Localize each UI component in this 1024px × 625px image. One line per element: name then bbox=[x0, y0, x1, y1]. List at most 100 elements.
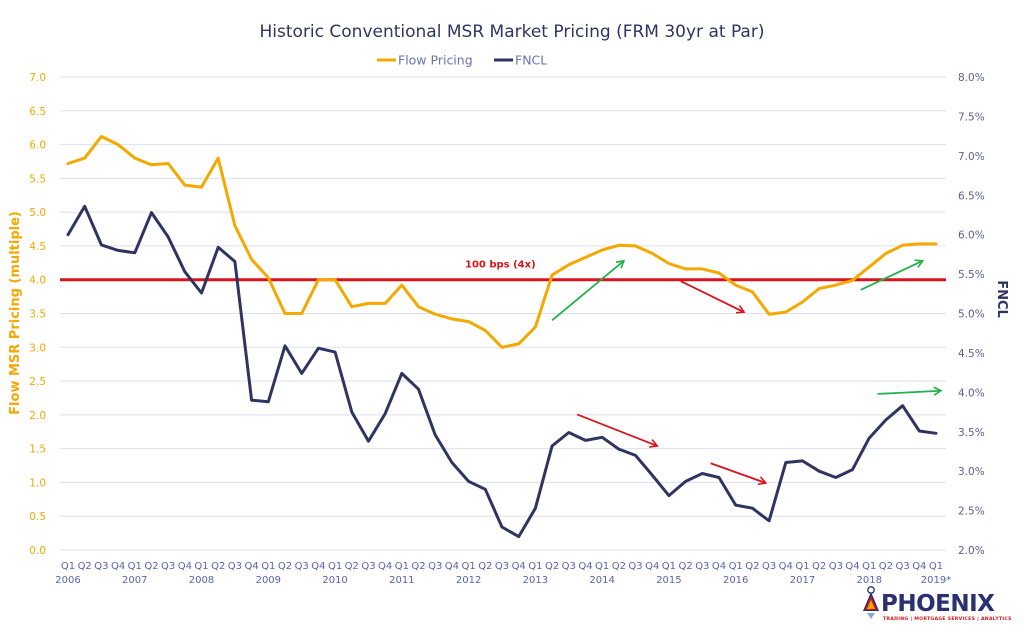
x-tick-year-label: 2010 bbox=[322, 575, 347, 586]
x-tick-quarter-label: Q4 bbox=[445, 561, 459, 572]
trend-arrow-up-green bbox=[860, 259, 925, 291]
logo-tagline: TRADING | MORTGAGE SERVICES | ANALYTICS bbox=[883, 616, 1012, 622]
x-tick-quarter-label: Q2 bbox=[612, 561, 626, 572]
x-tick-quarter-label: Q3 bbox=[428, 561, 442, 572]
series-line-fncl bbox=[66, 204, 938, 539]
x-tick-year-label: 2008 bbox=[189, 575, 214, 586]
y-tick-right-label: 5.0% bbox=[958, 309, 985, 321]
y-tick-left-label: 5.5 bbox=[29, 173, 46, 185]
y-tick-left-label: 2.0 bbox=[29, 410, 46, 422]
y-tick-left-label: 6.5 bbox=[29, 106, 46, 118]
x-tick-quarter-label: Q1 bbox=[729, 561, 743, 572]
x-tick-quarter-label: Q3 bbox=[762, 561, 776, 572]
y-tick-right-label: 4.0% bbox=[958, 387, 985, 399]
trend-arrow-up-green bbox=[551, 259, 626, 321]
x-tick-quarter-label: Q4 bbox=[578, 561, 592, 572]
x-tick-year-label: 2009 bbox=[256, 575, 281, 586]
y-tick-right-label: 3.5% bbox=[958, 427, 985, 439]
y-tick-left-label: 1.5 bbox=[29, 444, 46, 456]
x-tick-year-label: 2015 bbox=[656, 575, 681, 586]
y-tick-left-label: 3.5 bbox=[29, 309, 46, 321]
y-axis-left-ticks: 0.0 0.5 1.0 1.5 2.0 2.5 3.0 3.5 4.0 4.5 5.0 5.5 6.0 6… bbox=[29, 72, 46, 557]
y-tick-right-label: 7.0% bbox=[958, 151, 985, 163]
x-tick-quarter-label: Q2 bbox=[278, 561, 292, 572]
y-axis-right-ticks: 2.0% 2.5% 3.0% 3.5% 4.0% 4.5% 5.0% 5.5% 6.0% 6.5%… bbox=[958, 72, 985, 557]
phoenix-flame-icon bbox=[863, 586, 879, 619]
y-axis-right-label: FNCL bbox=[994, 280, 1009, 318]
x-tick-quarter-label: Q1 bbox=[929, 561, 943, 572]
y-tick-right-label: 3.0% bbox=[958, 466, 985, 478]
x-tick-quarter-label: Q4 bbox=[244, 561, 258, 572]
x-tick-quarter-label: Q1 bbox=[862, 561, 876, 572]
x-tick-quarter-label: Q1 bbox=[261, 561, 275, 572]
x-tick-quarter-label: Q2 bbox=[211, 561, 225, 572]
x-tick-quarter-label: Q4 bbox=[712, 561, 726, 572]
y-tick-left-label: 5.0 bbox=[29, 207, 46, 219]
x-tick-quarter-label: Q4 bbox=[512, 561, 526, 572]
x-tick-quarter-label: Q2 bbox=[411, 561, 425, 572]
legend: Flow Pricing FNCL bbox=[377, 53, 547, 68]
x-tick-quarter-label: Q1 bbox=[595, 561, 609, 572]
x-tick-quarter-label: Q1 bbox=[328, 561, 342, 572]
y-tick-left-label: 7.0 bbox=[29, 72, 46, 84]
x-tick-year-label: 2016 bbox=[723, 575, 748, 586]
x-tick-quarter-label: Q2 bbox=[478, 561, 492, 572]
x-tick-quarter-label: Q4 bbox=[111, 561, 125, 572]
legend-label-flow-pricing: Flow Pricing bbox=[398, 53, 473, 68]
y-tick-right-label: 2.0% bbox=[958, 545, 985, 557]
y-tick-left-label: 0.5 bbox=[29, 511, 46, 523]
x-tick-quarter-label: Q3 bbox=[829, 561, 843, 572]
legend-item-fncl[interactable]: FNCL bbox=[494, 53, 547, 68]
x-tick-quarter-label: Q3 bbox=[228, 561, 242, 572]
gridlines bbox=[60, 76, 946, 551]
x-tick-quarter-label: Q2 bbox=[879, 561, 893, 572]
chart-title: Historic Conventional MSR Market Pricing… bbox=[260, 22, 765, 42]
x-tick-year-label: 2007 bbox=[122, 575, 147, 586]
y-tick-left-label: 1.0 bbox=[29, 477, 46, 489]
x-tick-quarter-label: Q4 bbox=[912, 561, 926, 572]
series-line-flow-pricing bbox=[66, 135, 938, 349]
trend-arrow-down-red bbox=[576, 413, 659, 448]
x-tick-quarter-label: Q4 bbox=[779, 561, 793, 572]
x-tick-quarter-label: Q4 bbox=[178, 561, 192, 572]
y-tick-right-label: 4.5% bbox=[958, 348, 985, 360]
trend-arrow-down-red bbox=[680, 280, 746, 314]
x-tick-quarter-label: Q3 bbox=[495, 561, 509, 572]
y-axis-left-label: Flow MSR Pricing (multiple) bbox=[8, 211, 23, 415]
y-tick-right-label: 6.5% bbox=[958, 190, 985, 202]
x-tick-quarter-label: Q3 bbox=[161, 561, 175, 572]
trend-arrow-down-red bbox=[710, 462, 768, 486]
x-tick-quarter-label: Q4 bbox=[378, 561, 392, 572]
x-tick-quarter-label: Q1 bbox=[395, 561, 409, 572]
y-tick-right-label: 6.0% bbox=[958, 230, 985, 242]
x-tick-quarter-label: Q4 bbox=[311, 561, 325, 572]
y-tick-right-label: 5.5% bbox=[958, 269, 985, 281]
x-tick-quarter-label: Q3 bbox=[695, 561, 709, 572]
x-tick-quarter-label: Q3 bbox=[628, 561, 642, 572]
x-tick-quarter-label: Q1 bbox=[61, 561, 75, 572]
x-tick-year-label: 2014 bbox=[589, 575, 614, 586]
y-tick-left-label: 2.5 bbox=[29, 376, 46, 388]
x-tick-quarter-label: Q2 bbox=[144, 561, 158, 572]
y-tick-left-label: 6.0 bbox=[29, 140, 46, 152]
x-tick-year-label: 2017 bbox=[790, 575, 815, 586]
x-tick-quarter-label: Q1 bbox=[194, 561, 208, 572]
x-tick-quarter-label: Q2 bbox=[78, 561, 92, 572]
legend-label-fncl: FNCL bbox=[515, 53, 547, 68]
x-tick-quarter-label: Q3 bbox=[895, 561, 909, 572]
x-tick-quarter-label: Q3 bbox=[361, 561, 375, 572]
trend-arrow-up-green bbox=[877, 386, 943, 396]
series-group bbox=[66, 135, 938, 539]
x-tick-quarter-label: Q2 bbox=[545, 561, 559, 572]
y-tick-right-label: 2.5% bbox=[958, 506, 985, 518]
phoenix-logo: PHOENIX TRADING | MORTGAGE SERVICES | AN… bbox=[863, 586, 1012, 622]
x-tick-quarter-label: Q2 bbox=[745, 561, 759, 572]
x-tick-year-label: 2011 bbox=[389, 575, 414, 586]
legend-item-flow-pricing[interactable]: Flow Pricing bbox=[377, 53, 473, 68]
x-tick-year-label: 2018 bbox=[857, 575, 882, 586]
y-tick-left-label: 3.0 bbox=[29, 342, 46, 354]
annotation-arrows bbox=[551, 259, 943, 486]
x-tick-quarter-label: Q3 bbox=[562, 561, 576, 572]
x-tick-quarter-label: Q4 bbox=[645, 561, 659, 572]
